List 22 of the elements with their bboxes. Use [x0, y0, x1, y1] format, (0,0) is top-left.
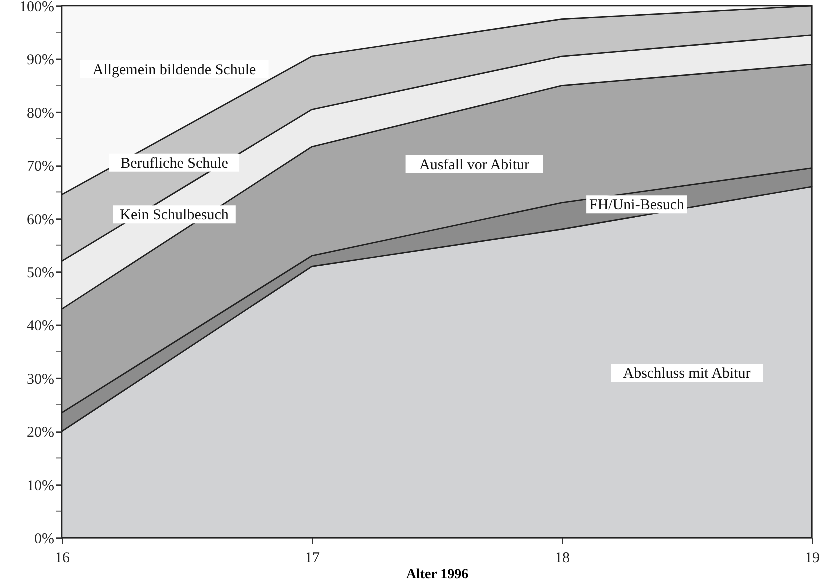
- series-label: Berufliche Schule: [120, 156, 229, 172]
- y-tick-label: 80%: [27, 106, 54, 122]
- y-tick-label: 50%: [27, 266, 54, 282]
- series-label: Ausfall vor Abitur: [420, 157, 530, 174]
- series-label: Abschluss mit Abitur: [623, 366, 751, 382]
- y-tick-label: 10%: [27, 478, 54, 494]
- y-tick-label: 100%: [20, 0, 54, 16]
- x-axis-title: Alter 1996: [406, 568, 469, 582]
- y-tick-label: 40%: [27, 318, 54, 335]
- x-tick-label: 17: [305, 550, 320, 566]
- y-tick-label: 60%: [27, 212, 54, 228]
- x-tick-label: 18: [555, 550, 570, 566]
- x-tick-label: 19: [805, 550, 820, 566]
- series-label: FH/Uni-Besuch: [590, 198, 685, 214]
- y-tick-label: 20%: [27, 425, 54, 442]
- y-tick-label: 0%: [34, 532, 54, 548]
- series-label: Kein Schulbesuch: [120, 208, 230, 224]
- x-tick-label: 16: [55, 550, 70, 566]
- series-label: Allgemein bildende Schule: [92, 62, 256, 78]
- y-tick-label: 90%: [27, 52, 54, 69]
- y-tick-label: 30%: [27, 372, 54, 388]
- y-tick-label: 70%: [27, 159, 54, 176]
